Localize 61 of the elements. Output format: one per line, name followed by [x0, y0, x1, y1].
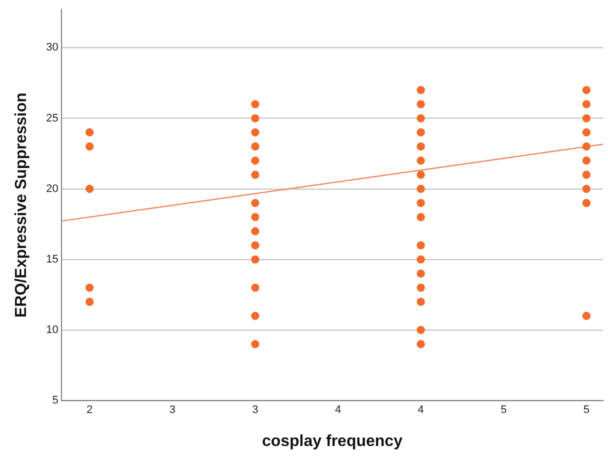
- x-tick-label: 5: [583, 404, 590, 416]
- y-tick-label: 5: [52, 394, 58, 407]
- point: [582, 198, 591, 208]
- point: [251, 170, 260, 179]
- point: [251, 213, 260, 222]
- point: [251, 255, 260, 264]
- point: [416, 142, 425, 151]
- point: [416, 340, 425, 348]
- point: [582, 128, 591, 137]
- y-tick-label: 10: [46, 324, 58, 336]
- x-tick-label: 5: [500, 404, 507, 416]
- point: [251, 241, 260, 250]
- point: [416, 100, 425, 108]
- point: [416, 326, 425, 334]
- x-tick-label: 4: [418, 404, 424, 416]
- y-tick-label: 15: [46, 253, 58, 266]
- point: [416, 269, 425, 278]
- point: [251, 284, 260, 292]
- point: [85, 128, 94, 137]
- point: [416, 184, 425, 193]
- point: [416, 156, 425, 165]
- point: [416, 86, 425, 94]
- point: [582, 114, 591, 122]
- point: [85, 298, 94, 306]
- point: [416, 213, 425, 222]
- y-tick-label: 20: [46, 182, 58, 195]
- point: [85, 142, 94, 151]
- point: [582, 100, 591, 108]
- x-tick-label: 4: [334, 404, 342, 416]
- point: [251, 340, 260, 348]
- point: [251, 198, 260, 208]
- x-tick-label: 3: [169, 404, 176, 416]
- point: [582, 86, 591, 94]
- point: [416, 170, 425, 179]
- point: [85, 284, 94, 292]
- point: [251, 114, 260, 122]
- point: [582, 170, 591, 179]
- point: [416, 198, 425, 208]
- x-axis-title: cosplay frequency: [262, 432, 403, 450]
- x-tick-label: 3: [252, 404, 258, 416]
- point: [416, 128, 425, 137]
- point: [251, 142, 260, 151]
- y-axis-title: ERQ/Expressive Suppression: [13, 92, 30, 318]
- point: [416, 114, 425, 122]
- point: [582, 142, 591, 151]
- point: [582, 312, 591, 320]
- point: [416, 284, 425, 292]
- x-tick-label: 2: [86, 404, 93, 416]
- point: [251, 128, 260, 137]
- point: [416, 298, 425, 306]
- point: [251, 100, 260, 108]
- point: [582, 156, 591, 165]
- point: [416, 255, 425, 264]
- y-tick-label: 25: [46, 112, 58, 124]
- y-tick-label: 30: [46, 42, 58, 54]
- point: [251, 156, 260, 165]
- point: [251, 227, 260, 236]
- point: [582, 184, 591, 193]
- point: [416, 241, 425, 250]
- point: [251, 312, 260, 320]
- point: [85, 184, 94, 193]
